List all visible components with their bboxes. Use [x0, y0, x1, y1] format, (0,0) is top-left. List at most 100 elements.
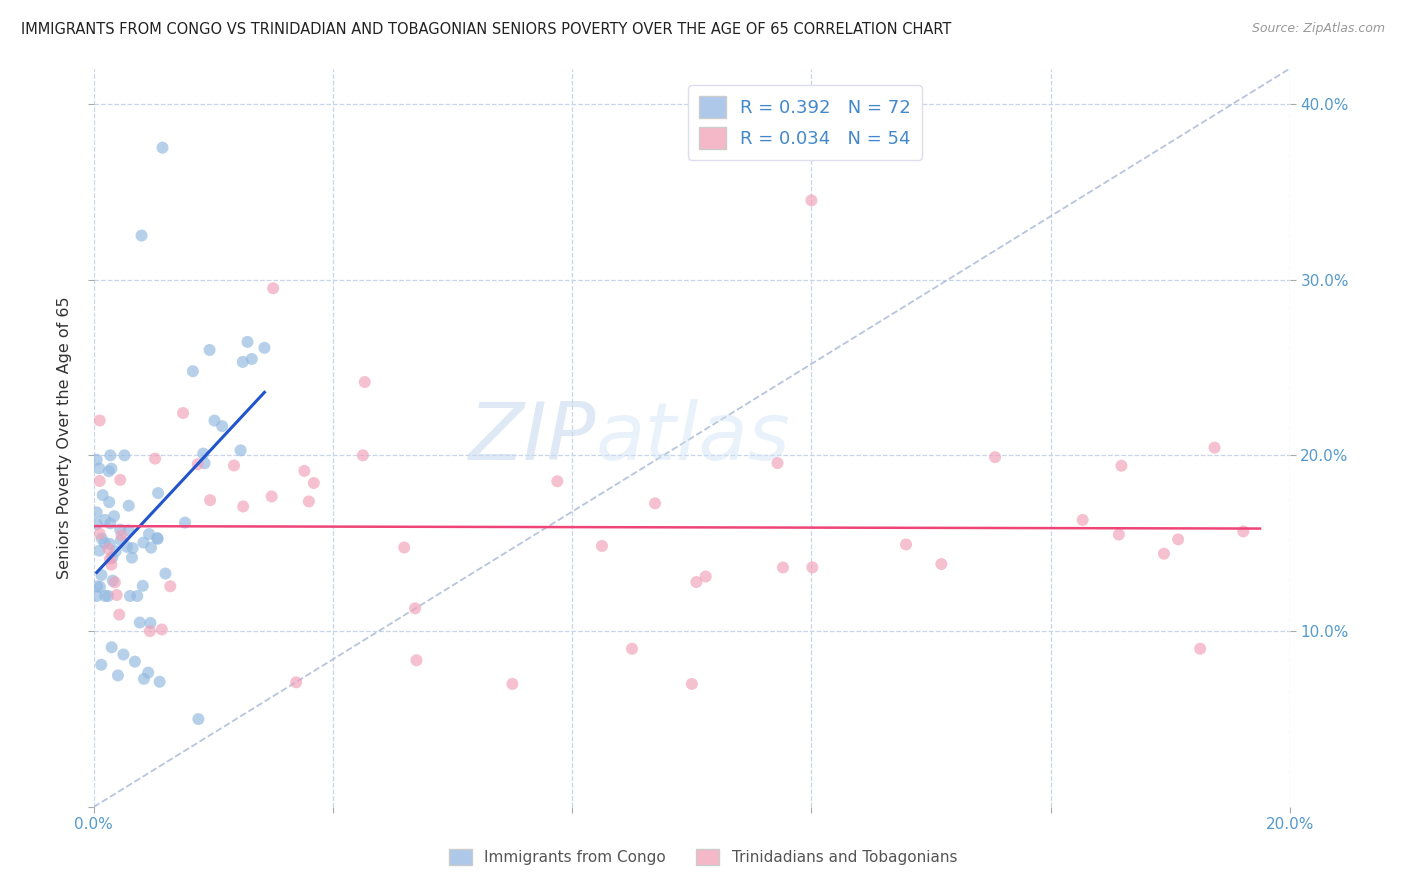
Point [98, 551, 121, 566]
Point [1167, 533, 1189, 547]
Point [801, 560, 824, 574]
Point [89, 474, 111, 488]
Point [193, 447, 215, 461]
Point [90, 568, 112, 582]
Point [800, 194, 823, 208]
Point [232, 355, 254, 369]
Point [127, 589, 149, 603]
Point [90, 532, 112, 546]
Point [546, 475, 568, 489]
Point [86, 579, 108, 593]
Point [222, 458, 245, 473]
Point [98, 495, 121, 509]
Text: atlas: atlas [596, 399, 790, 476]
Point [139, 615, 162, 630]
Point [405, 653, 427, 667]
Point [1232, 524, 1254, 539]
Point [198, 493, 221, 508]
Point [121, 541, 143, 555]
Point [139, 541, 162, 555]
Point [124, 655, 146, 669]
Point [105, 588, 128, 602]
Point [94, 589, 117, 603]
Point [103, 509, 125, 524]
Point [94, 513, 117, 527]
Point [118, 499, 141, 513]
Point [89, 543, 111, 558]
Point [260, 490, 283, 504]
Point [104, 575, 127, 590]
Point [108, 607, 131, 622]
Point [131, 228, 153, 243]
Point [1111, 458, 1133, 473]
Point [174, 516, 197, 530]
Point [117, 524, 139, 538]
Point [104, 544, 127, 558]
Point [149, 674, 172, 689]
Text: ZIP: ZIP [468, 399, 596, 476]
Point [89, 461, 111, 475]
Point [931, 557, 953, 571]
Point [138, 527, 160, 541]
Point [143, 451, 166, 466]
Point [193, 456, 215, 470]
Point [695, 569, 717, 583]
Point [298, 494, 321, 508]
Point [86, 452, 108, 467]
Point [93, 536, 115, 550]
Point [108, 523, 131, 537]
Point [146, 531, 169, 545]
Point [128, 615, 150, 630]
Point [101, 550, 124, 565]
Point [1108, 527, 1130, 541]
Point [132, 672, 155, 686]
Point [591, 539, 613, 553]
Point [404, 601, 426, 615]
Point [100, 558, 122, 572]
Point [187, 457, 209, 471]
Point [152, 141, 174, 155]
Point [110, 473, 132, 487]
Point [89, 580, 111, 594]
Point [112, 648, 135, 662]
Point [91, 488, 114, 502]
Point [685, 574, 707, 589]
Point [121, 550, 143, 565]
Point [101, 574, 124, 588]
Point [1204, 441, 1226, 455]
Point [107, 668, 129, 682]
Point [240, 351, 263, 366]
Point [232, 500, 254, 514]
Point [352, 448, 374, 462]
Point [86, 589, 108, 603]
Point [353, 375, 375, 389]
Point [89, 413, 111, 427]
Point [114, 448, 136, 462]
Point [262, 281, 284, 295]
Legend: R = 0.392   N = 72, R = 0.034   N = 54: R = 0.392 N = 72, R = 0.034 N = 54 [688, 85, 922, 160]
Point [100, 640, 122, 655]
Point [86, 516, 108, 531]
Point [204, 413, 226, 427]
Point [110, 533, 132, 548]
Point [394, 541, 416, 555]
Point [181, 364, 204, 378]
Point [984, 450, 1007, 465]
Point [159, 579, 181, 593]
Point [86, 505, 108, 519]
Point [1071, 513, 1094, 527]
Point [139, 624, 162, 639]
Point [1153, 547, 1175, 561]
Point [97, 464, 120, 478]
Point [118, 589, 141, 603]
Point [98, 537, 121, 551]
Point [620, 641, 643, 656]
Point [146, 532, 169, 546]
Point [98, 448, 121, 462]
Point [150, 623, 173, 637]
Point [236, 334, 259, 349]
Legend: Immigrants from Congo, Trinidadians and Tobagonians: Immigrants from Congo, Trinidadians and … [443, 843, 963, 871]
Point [772, 560, 794, 574]
Y-axis label: Seniors Poverty Over the Age of 65: Seniors Poverty Over the Age of 65 [58, 296, 72, 579]
Point [132, 535, 155, 549]
